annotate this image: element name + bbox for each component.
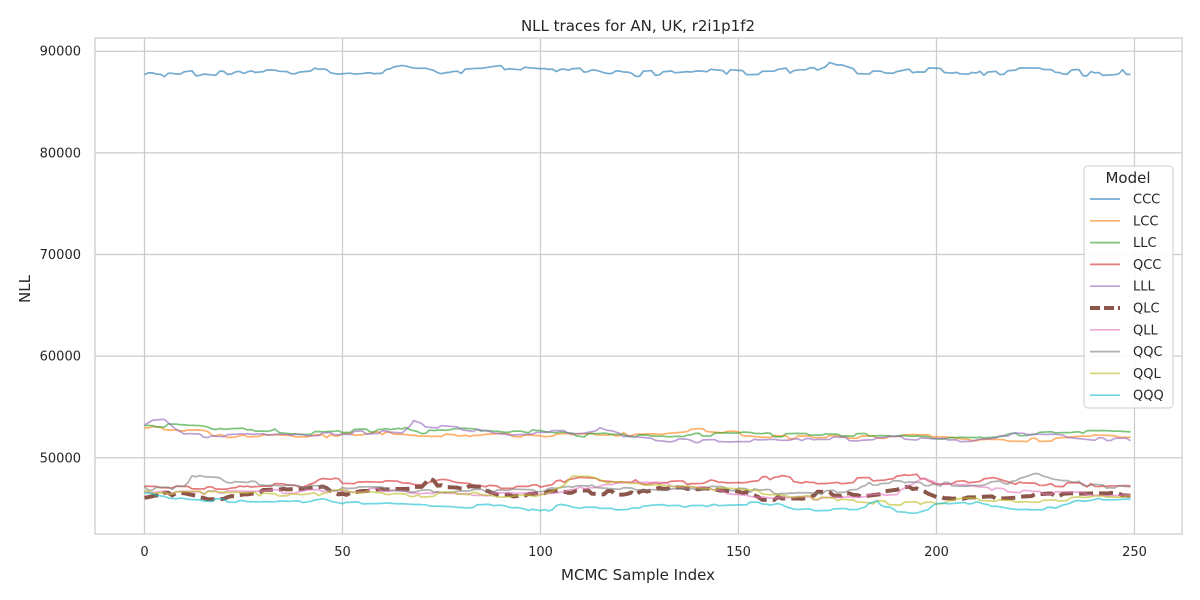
series-line-qql bbox=[144, 475, 1131, 506]
y-tick-labels: 50000 60000 70000 80000 90000 bbox=[40, 45, 81, 467]
series-line-qqc bbox=[143, 472, 1131, 496]
y-tick-label: 70000 bbox=[40, 248, 81, 263]
legend-box bbox=[1083, 165, 1174, 409]
series-line-qqq bbox=[144, 491, 1131, 515]
plot-lines bbox=[143, 61, 1131, 515]
legend-label-lll: LLL bbox=[1133, 280, 1155, 295]
legend: Model CCC LCC LLC QCC LLL QLC QLL QQC QQL QQQ bbox=[1083, 165, 1174, 409]
legend-label-lcc: LCC bbox=[1133, 214, 1158, 229]
x-tick-label: 150 bbox=[726, 545, 751, 560]
x-tick-labels: 0 50 100 150 200 250 bbox=[140, 545, 1147, 560]
legend-label-qqq: QQQ bbox=[1133, 389, 1164, 404]
y-tick-label: 60000 bbox=[40, 350, 81, 365]
x-tick-label: 200 bbox=[924, 545, 949, 560]
legend-label-qqc: QQC bbox=[1133, 345, 1163, 360]
legend-label-llc: LLC bbox=[1133, 236, 1157, 251]
chart-title: NLL traces for AN, UK, r2i1p1f2 bbox=[521, 17, 755, 35]
plot-frame bbox=[94, 37, 1183, 535]
series-line-qcc bbox=[144, 473, 1131, 491]
y-axis-label: NLL bbox=[16, 274, 34, 303]
legend-title: Model bbox=[1105, 169, 1150, 187]
grid bbox=[95, 38, 1182, 534]
legend-label-qcc: QCC bbox=[1133, 258, 1161, 273]
series-line-qll bbox=[144, 477, 1131, 501]
legend-label-ccc: CCC bbox=[1133, 193, 1160, 208]
series-line-llc bbox=[144, 423, 1131, 440]
x-tick-label: 100 bbox=[528, 545, 553, 560]
series-line-lll bbox=[144, 418, 1131, 444]
x-axis-label: MCMC Sample Index bbox=[561, 566, 715, 584]
y-tick-label: 50000 bbox=[40, 451, 81, 466]
x-tick-label: 250 bbox=[1122, 545, 1147, 560]
x-tick-label: 50 bbox=[334, 545, 351, 560]
series-line-ccc bbox=[144, 61, 1131, 78]
legend-label-qql: QQL bbox=[1133, 367, 1161, 382]
y-tick-label: 90000 bbox=[40, 45, 81, 60]
legend-items: CCC LCC LLC QCC LLL QLC QLL QQC QQL QQQ bbox=[1090, 193, 1164, 404]
legend-label-qlc: QLC bbox=[1133, 302, 1160, 317]
y-tick-label: 80000 bbox=[40, 146, 81, 161]
legend-label-qll: QLL bbox=[1133, 323, 1158, 338]
x-tick-label: 0 bbox=[140, 545, 148, 560]
